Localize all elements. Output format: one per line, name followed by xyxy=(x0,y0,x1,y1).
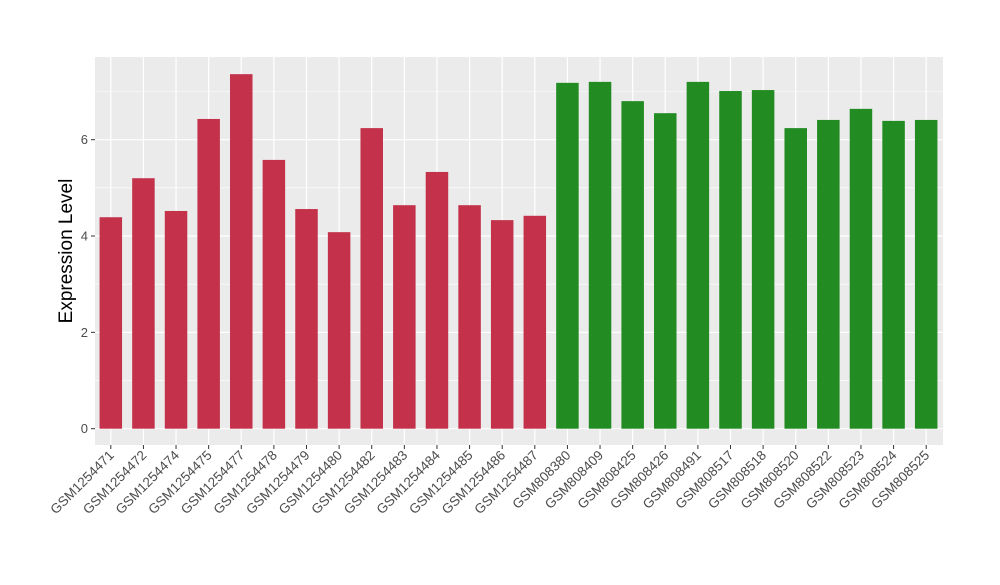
y-axis-label: Expression Level xyxy=(56,179,77,324)
y-tick-label: 0 xyxy=(81,421,88,436)
bar-GSM1254478 xyxy=(262,159,286,429)
bar-GSM808491 xyxy=(686,81,710,429)
bar-GSM808518 xyxy=(751,90,775,429)
bar-GSM1254482 xyxy=(360,128,383,429)
bar-GSM1254484 xyxy=(425,171,449,429)
bar-GSM808520 xyxy=(784,128,807,429)
plot-panel xyxy=(95,57,943,445)
bar-GSM1254477 xyxy=(230,74,253,429)
bar-GSM1254485 xyxy=(458,205,481,429)
bar-GSM1254486 xyxy=(490,220,514,429)
y-tick-label: 4 xyxy=(81,229,88,244)
bar-GSM1254475 xyxy=(197,118,220,429)
bar-GSM1254487 xyxy=(523,215,547,429)
bar-GSM808524 xyxy=(882,120,905,429)
bar-GSM808426 xyxy=(654,113,677,429)
bar-GSM808409 xyxy=(588,81,612,429)
y-tick-label: 2 xyxy=(81,325,88,340)
bar-GSM808425 xyxy=(621,101,644,429)
bar-GSM1254483 xyxy=(393,205,416,429)
bar-GSM1254474 xyxy=(164,210,188,429)
bar-GSM1254479 xyxy=(295,209,318,429)
bar-GSM1254480 xyxy=(327,232,351,429)
bar-GSM808525 xyxy=(914,119,938,429)
bar-GSM1254471 xyxy=(99,217,123,429)
y-tick-label: 6 xyxy=(81,132,88,147)
bar-GSM808517 xyxy=(719,91,742,429)
bar-GSM808522 xyxy=(817,119,840,429)
bar-GSM808523 xyxy=(849,108,873,429)
bar-GSM808380 xyxy=(556,82,579,429)
bar-GSM1254472 xyxy=(132,178,155,429)
